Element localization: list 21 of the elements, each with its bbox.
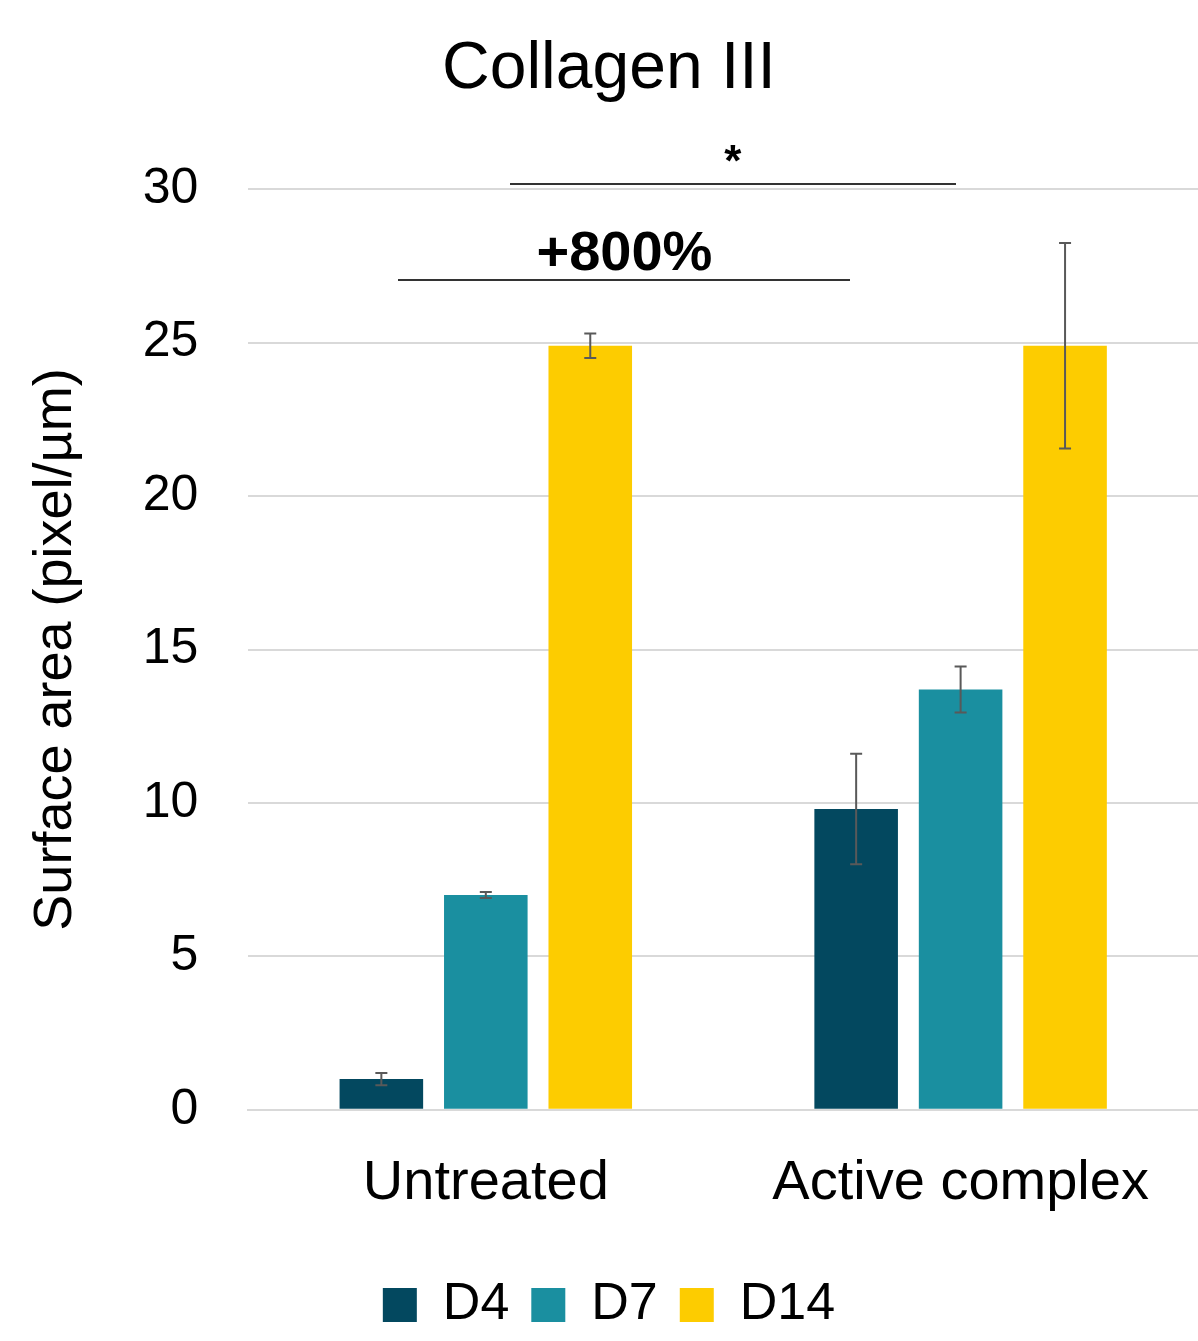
x-tick-label: Active complex bbox=[772, 1147, 1149, 1211]
chart-title: Collagen III bbox=[442, 27, 776, 102]
bar bbox=[548, 345, 633, 1109]
bar bbox=[918, 689, 1003, 1109]
y-tick-label: 0 bbox=[170, 1078, 199, 1135]
y-tick-label: 15 bbox=[142, 618, 199, 675]
y-tick-label: 30 bbox=[142, 157, 199, 214]
legend-label: D4 bbox=[442, 1272, 510, 1331]
bar bbox=[1023, 345, 1107, 1109]
y-tick-label: 5 bbox=[170, 925, 199, 982]
bar bbox=[444, 894, 528, 1109]
legend-label: D14 bbox=[739, 1272, 836, 1331]
x-tick-label: Untreated bbox=[362, 1147, 609, 1211]
bar bbox=[339, 1079, 424, 1109]
y-tick-label: 25 bbox=[142, 311, 199, 368]
y-tick-label: 20 bbox=[142, 464, 199, 521]
y-axis-title: Surface area (pixel/µm) bbox=[22, 368, 83, 931]
y-tick-label: 10 bbox=[142, 771, 199, 828]
significance-bracket: * bbox=[509, 138, 956, 185]
legend-label: D7 bbox=[591, 1272, 658, 1331]
bar bbox=[814, 809, 898, 1109]
